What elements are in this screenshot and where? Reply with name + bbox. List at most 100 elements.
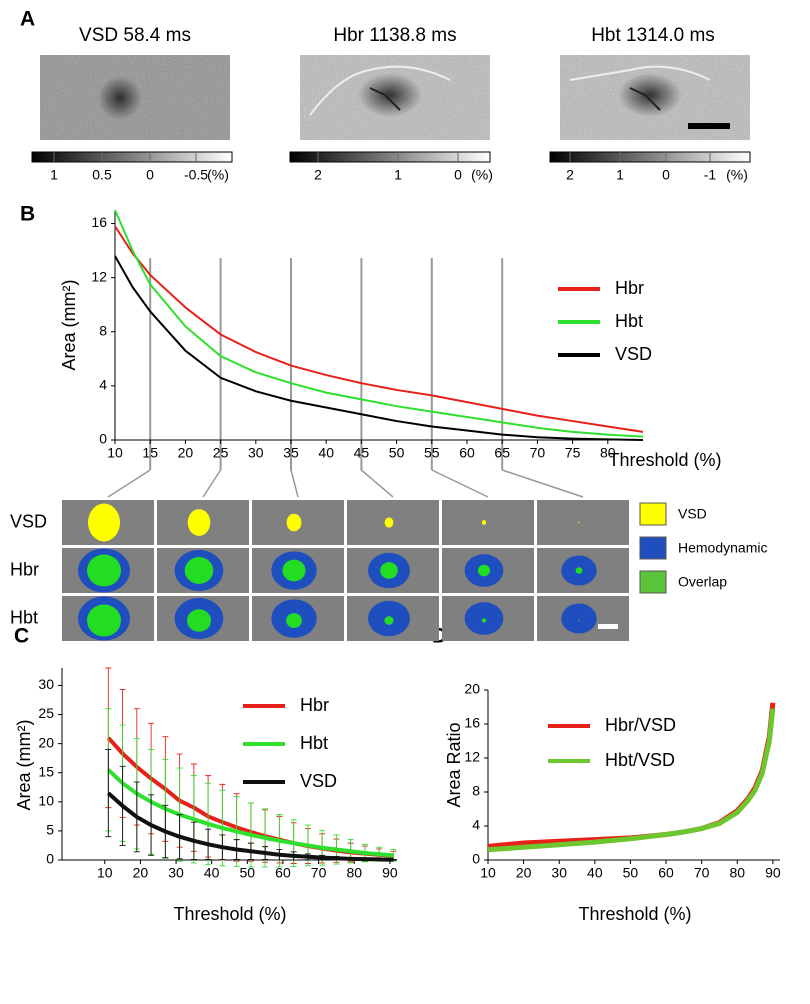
x-tick-label: 10	[97, 865, 113, 881]
image-vessel	[569, 65, 711, 81]
x-tick-label: 20	[133, 865, 149, 881]
x-tick-label: 60	[459, 445, 475, 461]
x-tick-label: 60	[658, 865, 674, 881]
data-line	[106, 768, 394, 858]
image-blob	[358, 73, 422, 117]
x-tick-label: 70	[694, 865, 710, 881]
map-region	[578, 521, 580, 524]
legend-label: Hbr	[300, 695, 329, 715]
map-region	[286, 513, 302, 532]
colorbar-unit: (%)	[726, 167, 748, 183]
map-region	[477, 564, 491, 577]
panel-label: C	[14, 625, 29, 648]
y-tick-label: 30	[38, 676, 54, 692]
map-region	[286, 613, 302, 628]
connector	[202, 469, 222, 498]
x-tick-label: 10	[480, 865, 496, 881]
colorbar-label: 0	[146, 167, 154, 183]
legend-label: VSD	[615, 344, 652, 364]
y-tick-label: 12	[91, 268, 107, 284]
legend-swatch	[639, 536, 667, 560]
y-tick-label: 16	[464, 715, 480, 731]
row-label: Hbr	[10, 559, 39, 579]
legend-label: Hbt/VSD	[605, 750, 675, 770]
row-label: Hbt	[10, 607, 38, 627]
colorbar-label: -1	[704, 167, 717, 183]
y-tick-label: 20	[38, 734, 54, 750]
image-blob	[98, 76, 142, 120]
y-tick-label: 12	[464, 749, 480, 765]
colorbar-label: 0.5	[92, 167, 112, 183]
panel-label: B	[20, 203, 35, 226]
map-region	[380, 562, 398, 579]
data-line	[114, 255, 644, 441]
colorbar-unit: (%)	[207, 167, 229, 183]
x-tick-label: 30	[551, 865, 567, 881]
y-tick-label: 25	[38, 705, 54, 721]
data-line	[487, 708, 776, 853]
connector	[107, 469, 151, 498]
x-tick-label: 40	[204, 865, 220, 881]
legend-label: Hbr	[615, 278, 644, 298]
y-axis-label: Area Ratio	[444, 722, 464, 807]
x-tick-label: 25	[213, 445, 229, 461]
y-tick-label: 10	[38, 793, 54, 809]
y-tick-label: 0	[99, 431, 107, 447]
connector	[431, 469, 489, 498]
x-tick-label: 80	[600, 445, 616, 461]
data-line	[114, 209, 644, 438]
image-title: Hbr 1138.8 ms	[333, 25, 456, 46]
colorbar-label: 1	[394, 167, 402, 183]
x-tick-label: 80	[729, 865, 745, 881]
map-cell	[442, 500, 534, 545]
map-region	[384, 616, 394, 625]
colorbar-label: 2	[314, 167, 322, 183]
image-title: VSD 58.4 ms	[79, 25, 191, 46]
panel-label: A	[20, 8, 35, 31]
data-line	[114, 225, 644, 433]
x-tick-label: 50	[240, 865, 256, 881]
colorbar-label: -0.5	[184, 167, 208, 183]
colorbar-label: 0	[454, 167, 462, 183]
x-tick-label: 90	[382, 865, 398, 881]
map-region	[481, 520, 487, 525]
legend-label: Overlap	[678, 574, 727, 590]
x-tick-label: 55	[424, 445, 440, 461]
scale-bar	[688, 123, 730, 129]
image-blob	[618, 73, 682, 117]
x-tick-label: 70	[530, 445, 546, 461]
x-tick-label: 50	[389, 445, 405, 461]
connector	[360, 469, 394, 498]
x-tick-label: 90	[765, 865, 781, 881]
y-tick-label: 4	[472, 817, 480, 833]
map-region	[282, 559, 306, 582]
x-tick-label: 40	[587, 865, 603, 881]
map-region	[578, 619, 580, 622]
x-tick-label: 15	[142, 445, 158, 461]
connector	[501, 469, 584, 498]
legend-label: Hbt	[300, 733, 328, 753]
y-tick-label: 16	[91, 214, 107, 230]
colorbar	[31, 151, 233, 163]
x-tick-label: 10	[107, 445, 123, 461]
colorbar-label: 1	[616, 167, 624, 183]
y-tick-label: 0	[472, 851, 480, 867]
y-tick-label: 8	[472, 783, 480, 799]
colorbar	[549, 151, 751, 163]
x-tick-label: 40	[318, 445, 334, 461]
legend-label: Hemodynamic	[678, 540, 767, 556]
legend-swatch	[639, 570, 667, 594]
y-axis-label: Area (mm²)	[59, 280, 79, 371]
x-tick-label: 45	[354, 445, 370, 461]
map-region	[561, 603, 597, 634]
legend-label: Hbt	[615, 311, 643, 331]
map-region	[575, 567, 583, 574]
map-region	[384, 517, 394, 528]
connector	[290, 469, 299, 498]
x-tick-label: 30	[168, 865, 184, 881]
x-tick-label: 65	[494, 445, 510, 461]
legend-label: Hbr/VSD	[605, 715, 676, 735]
y-tick-label: 20	[464, 681, 480, 697]
x-axis-label: Threshold (%)	[173, 904, 286, 924]
